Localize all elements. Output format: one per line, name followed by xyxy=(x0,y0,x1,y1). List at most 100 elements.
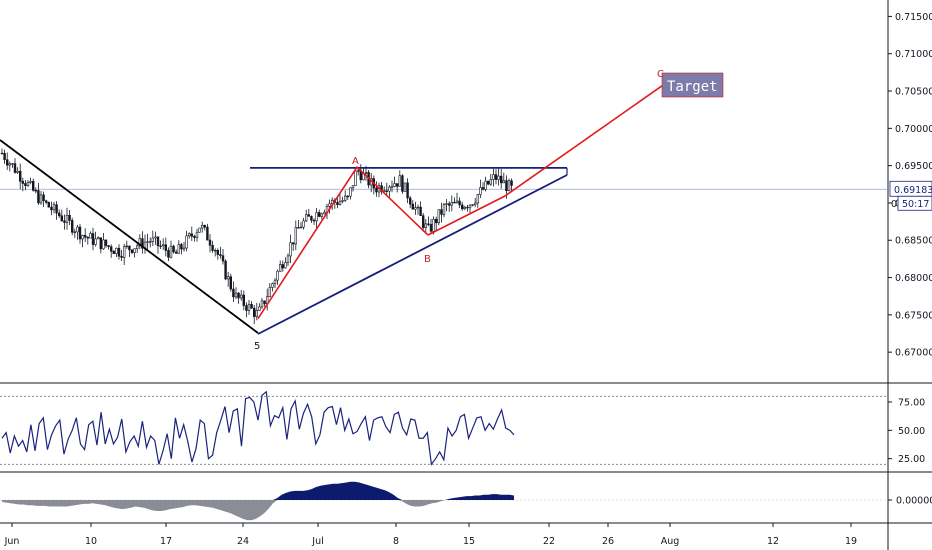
candle-body xyxy=(510,180,513,186)
candle xyxy=(481,182,485,191)
candle-body xyxy=(21,180,24,184)
candle xyxy=(499,168,503,189)
x-tick-label: 19 xyxy=(845,536,857,547)
candle xyxy=(188,232,191,239)
candle-body xyxy=(473,202,477,205)
candle-body xyxy=(455,200,459,204)
candle-body xyxy=(258,306,261,311)
candle xyxy=(120,250,123,262)
candle-body xyxy=(8,163,11,166)
candle-body xyxy=(89,233,92,239)
candle xyxy=(193,234,196,242)
candle-body xyxy=(185,235,188,249)
y-tick-label: 0.70000 xyxy=(895,124,932,135)
candle xyxy=(182,241,186,252)
candle-body xyxy=(320,213,323,217)
candle-body xyxy=(247,303,251,311)
candle xyxy=(112,249,116,254)
candle xyxy=(52,202,56,214)
candle-body xyxy=(42,194,45,202)
candle-body xyxy=(364,172,368,174)
candle xyxy=(307,208,310,217)
target-box[interactable]: Target xyxy=(661,72,724,98)
candle-body xyxy=(94,238,97,245)
candle-body xyxy=(120,255,123,258)
candle xyxy=(224,259,227,281)
candle-body xyxy=(304,214,308,222)
candle-body xyxy=(284,262,287,269)
candle-body xyxy=(289,242,292,257)
candle xyxy=(411,200,414,210)
candle-body xyxy=(104,239,108,246)
candle xyxy=(310,215,313,223)
candle xyxy=(395,183,399,193)
candle-body xyxy=(208,239,212,246)
candle-body xyxy=(39,194,43,204)
candle xyxy=(229,273,232,292)
candle xyxy=(268,282,271,298)
candle xyxy=(18,163,22,190)
candles xyxy=(0,148,513,325)
candle xyxy=(128,245,131,258)
candle xyxy=(242,290,245,311)
countdown-bg xyxy=(897,195,932,211)
candle xyxy=(351,185,355,192)
candle-body xyxy=(341,200,344,202)
candle-body xyxy=(419,206,422,216)
candle-body xyxy=(141,238,144,249)
candle xyxy=(408,195,412,209)
candle xyxy=(26,180,30,188)
candle-body xyxy=(86,236,90,239)
candle-body xyxy=(175,251,178,254)
candle xyxy=(141,231,144,254)
candle-body xyxy=(507,180,511,192)
candle xyxy=(250,301,253,309)
price-label-text: 0.69183 xyxy=(894,185,932,196)
aux-label: 0 xyxy=(891,199,897,210)
candle xyxy=(136,242,139,254)
candle xyxy=(486,180,490,186)
candle xyxy=(42,191,45,208)
candle-body xyxy=(5,159,9,166)
candle xyxy=(60,209,64,222)
candle xyxy=(390,180,394,193)
candle-body xyxy=(349,187,352,197)
candle-body xyxy=(388,186,391,192)
candle xyxy=(8,161,11,172)
candle xyxy=(492,168,495,187)
candle xyxy=(291,242,295,251)
candle-body xyxy=(273,279,277,285)
candle-body xyxy=(242,294,245,306)
candle-body xyxy=(159,245,162,247)
candle-body xyxy=(172,245,175,253)
oscillator-panel: 0.00000 xyxy=(0,481,932,521)
candle xyxy=(55,201,58,220)
candle-body xyxy=(97,237,100,240)
candle-body xyxy=(188,233,191,237)
candle-body xyxy=(356,170,360,172)
candle-body xyxy=(468,204,472,209)
candle xyxy=(427,216,430,227)
y-tick-label: 0.70500 xyxy=(895,87,932,98)
candle xyxy=(143,234,147,254)
candle-body xyxy=(214,249,217,252)
candle xyxy=(315,208,318,229)
candle-body xyxy=(110,246,113,252)
candle-body xyxy=(253,307,256,317)
candle xyxy=(278,260,282,272)
candle-body xyxy=(437,209,440,224)
wave-label-c: C xyxy=(657,69,664,80)
candle xyxy=(169,240,173,259)
candle-body xyxy=(224,260,227,280)
candle xyxy=(47,201,51,208)
candle xyxy=(320,212,323,220)
candle xyxy=(5,152,9,170)
candle xyxy=(502,172,505,184)
countdown-text: 50:17 xyxy=(902,199,929,210)
candle xyxy=(31,178,35,192)
candle xyxy=(211,240,214,253)
candle-body xyxy=(180,244,183,250)
candle xyxy=(44,199,48,205)
candle xyxy=(471,203,474,207)
candle-body xyxy=(460,204,464,210)
